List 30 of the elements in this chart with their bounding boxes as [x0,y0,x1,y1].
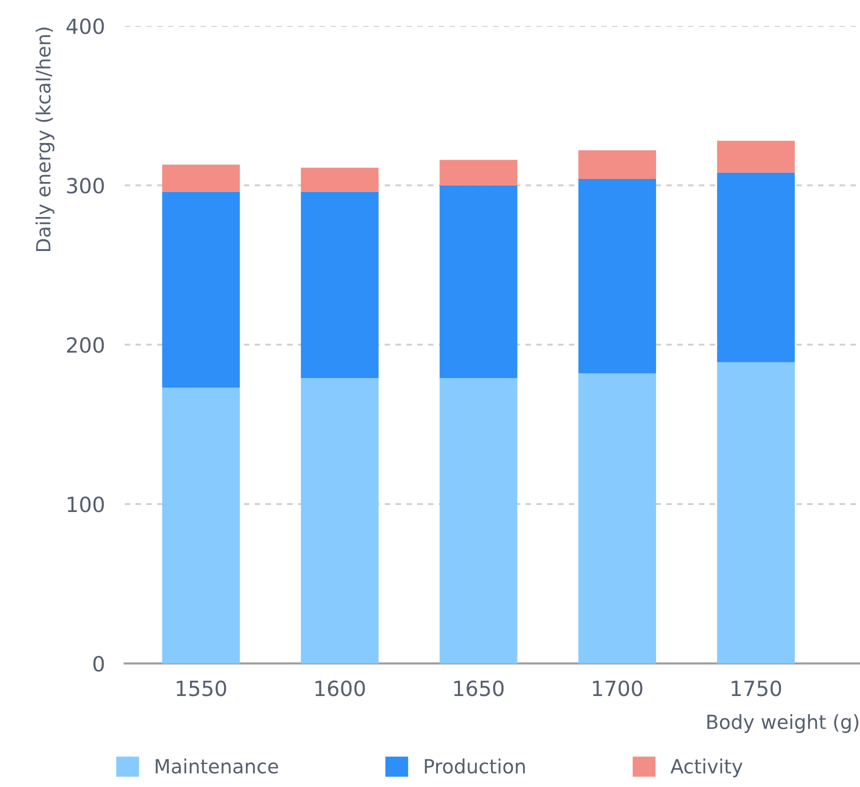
bar [578,150,656,179]
legend-label: Activity [670,758,742,778]
legend-label: Maintenance [156,758,278,774]
y-tick-label: 200 [67,337,104,353]
bar [717,172,795,362]
bar [440,185,518,378]
bar [300,168,379,192]
bar [162,388,240,664]
legend-label: Production [424,758,525,774]
x-axis-title: Body weight (g) [707,714,858,733]
bar [300,378,379,664]
y-tick-label: 400 [66,18,104,34]
bar [578,178,656,374]
y-tick-label: 300 [67,178,104,194]
bar [578,373,656,664]
bar [162,192,240,388]
y-tick-label: 100 [68,496,104,512]
bar [717,140,795,173]
bar [162,164,240,192]
y-axis-title: Daily energy (kcal/hen) [36,28,54,251]
y-tick-label: 0 [93,656,104,672]
bar [440,160,518,186]
x-tick-label: 1750 [732,680,782,696]
x-tick-label: 1600 [316,680,365,696]
x-tick-label: 1700 [592,680,642,696]
x-tick-label: 1550 [176,680,226,696]
bar [300,192,379,378]
bar [717,362,795,664]
x-tick-label: 1650 [454,680,504,696]
bar [440,378,518,664]
